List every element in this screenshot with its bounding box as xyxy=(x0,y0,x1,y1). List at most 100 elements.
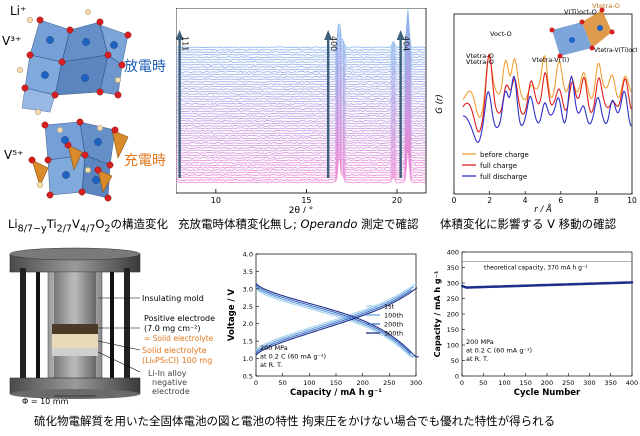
oxygen-atom xyxy=(58,58,66,66)
cycle-ylabel: Capacity / mA h g⁻¹ xyxy=(433,270,442,357)
xrd-pattern-line xyxy=(176,104,426,145)
vanadium-atom xyxy=(81,74,89,82)
xrd-pattern-line xyxy=(176,61,426,101)
xrd-pattern-line xyxy=(176,141,426,182)
voltage-x-tick-label: 200 xyxy=(356,379,368,387)
pdf-annotation: Vtetra-O xyxy=(466,52,494,60)
voltage-y-tick-label: 1.0 xyxy=(243,355,253,363)
discharge-label: 放電時 xyxy=(124,59,166,75)
oxygen-atom xyxy=(96,18,104,26)
voltage-y-tick-label: 0.5 xyxy=(243,373,253,381)
voltage-xlabel: Capacity / mA h g⁻¹ xyxy=(290,388,382,398)
solid-electrolyte-label: Solid electrolyte xyxy=(142,346,207,355)
voltage-x-tick-label: 50 xyxy=(279,379,287,387)
xrd-pattern-line xyxy=(176,121,426,162)
cycle-x-tick-label: 250 xyxy=(562,379,574,387)
oxygen-atom xyxy=(124,31,132,39)
xrd-peak-label: 404 xyxy=(402,36,411,51)
cycle-x-tick-label: 150 xyxy=(520,379,532,387)
oxygen-atom xyxy=(94,166,102,174)
cycle-x-tick-label: 300 xyxy=(583,379,595,387)
xrd-caption: 充放電時体積変化無し; Operando 測定で確認 xyxy=(178,217,419,231)
xrd-pattern-line xyxy=(176,11,426,51)
cycle-xlabel: Cycle Number xyxy=(514,388,581,398)
negative-electrode-label: Li-In alloy xyxy=(148,369,187,378)
xrd-plot-frame xyxy=(176,8,427,194)
cycle-x-tick-label: 350 xyxy=(605,379,617,387)
cycle-note: 200 MPa xyxy=(466,338,494,346)
oxygen-atom xyxy=(66,26,74,34)
cycle-note: at 0.2 C (60 mA g⁻¹) xyxy=(466,347,532,355)
inset-oxygen xyxy=(579,19,585,25)
rod xyxy=(20,268,26,378)
voltage-charge-line xyxy=(255,286,415,353)
positive-electrode-label: Positive electrode xyxy=(144,314,215,323)
voltage-charge-line xyxy=(255,287,418,356)
pdf-caption: 体積変化に影響する V 移動の確認 xyxy=(440,217,617,231)
xrd-pattern-line xyxy=(176,26,426,66)
cycle-y-tick-label: 100 xyxy=(447,342,459,350)
oxygen-atom xyxy=(118,61,126,69)
oxygen-atom xyxy=(104,51,112,59)
xrd-peak-label: 400 xyxy=(329,36,338,51)
xrd-operando-figure: 111 400 404 10 15 20 2θ / ° xyxy=(176,8,427,213)
xrd-pattern-line xyxy=(176,72,426,113)
xrd-pattern-line xyxy=(176,126,426,167)
cycle-y-tick-label: 400 xyxy=(447,249,459,257)
xrd-peak-arrowhead xyxy=(396,30,405,40)
pdf-tick-label: 2 xyxy=(487,196,492,205)
pdf-annotation: V(Ti)oct-O xyxy=(564,8,597,16)
voltage-x-tick-label: 100 xyxy=(303,379,315,387)
lithium-atom xyxy=(37,181,44,188)
xrd-pattern-line xyxy=(176,38,426,78)
oxygen-atom xyxy=(104,194,112,202)
xrd-pattern-line xyxy=(176,24,426,64)
xrd-xlabel: 2θ / ° xyxy=(289,206,314,213)
xrd-peak-label: 111 xyxy=(181,36,190,51)
lithium-atom xyxy=(84,166,91,173)
charge-label: 充電時 xyxy=(124,153,166,169)
oxygen-atom xyxy=(76,118,84,126)
vanadium-atom xyxy=(41,71,49,79)
lithium-atom xyxy=(57,126,64,133)
xrd-pattern-line xyxy=(176,29,426,69)
pdf-tick-label: 8 xyxy=(594,196,599,205)
oxygen-atom xyxy=(21,84,29,92)
voltage-legend-label: 100th xyxy=(384,312,403,320)
xrd-pattern-line xyxy=(176,46,426,86)
xrd-pattern-line xyxy=(176,102,426,142)
cycle-y-tick-label: 150 xyxy=(447,326,459,334)
cycle-y-tick-label: 200 xyxy=(447,311,459,319)
voltage-x-tick-label: 150 xyxy=(330,379,342,387)
pdf-series-line xyxy=(462,74,632,144)
voltage-y-tick-label: 2.5 xyxy=(243,303,253,311)
voltage-profile-chart: 0 50 100 150 200 250 300 0.5 1.0 1.5 2.0 2.5 3.0 3.5 4… xyxy=(227,251,422,399)
xrd-pattern-line xyxy=(176,107,426,147)
cycle-plot-frame xyxy=(461,251,633,377)
voltage-x-tick-label: 300 xyxy=(410,379,422,387)
voltage-ylabel: Voltage / V xyxy=(227,289,237,342)
xrd-pattern-line xyxy=(176,80,426,120)
xrd-pattern-line xyxy=(176,144,426,184)
vanadium-atom xyxy=(46,36,54,44)
li-in-negative-electrode xyxy=(52,348,98,356)
voltage-discharge-line xyxy=(255,288,416,358)
oxygen-atom xyxy=(78,188,86,196)
xrd-pattern-line xyxy=(176,120,426,159)
cycle-y-tick-label: 250 xyxy=(447,295,459,303)
vanadium-atom xyxy=(82,38,90,46)
xrd-pattern-line xyxy=(176,19,426,59)
solid-electrolyte xyxy=(52,334,98,348)
xrd-pattern-line xyxy=(176,62,426,103)
xrd-pattern-line xyxy=(176,117,426,157)
pdf-ylabel: G (r) xyxy=(435,94,445,113)
svg-text:negative: negative xyxy=(152,378,187,387)
oxygen-atom xyxy=(26,51,34,59)
xrd-pattern-line xyxy=(176,51,426,91)
li-label: Li⁺ xyxy=(10,4,27,18)
xrd-pattern-line xyxy=(176,87,426,128)
xrd-pattern-line xyxy=(176,77,426,118)
inset-vanadium xyxy=(569,37,575,43)
pdf-series-line xyxy=(462,53,632,133)
cycle-stability-chart: theoretical capacity, 370 mA h g⁻¹ 0 50 100… xyxy=(433,249,638,399)
